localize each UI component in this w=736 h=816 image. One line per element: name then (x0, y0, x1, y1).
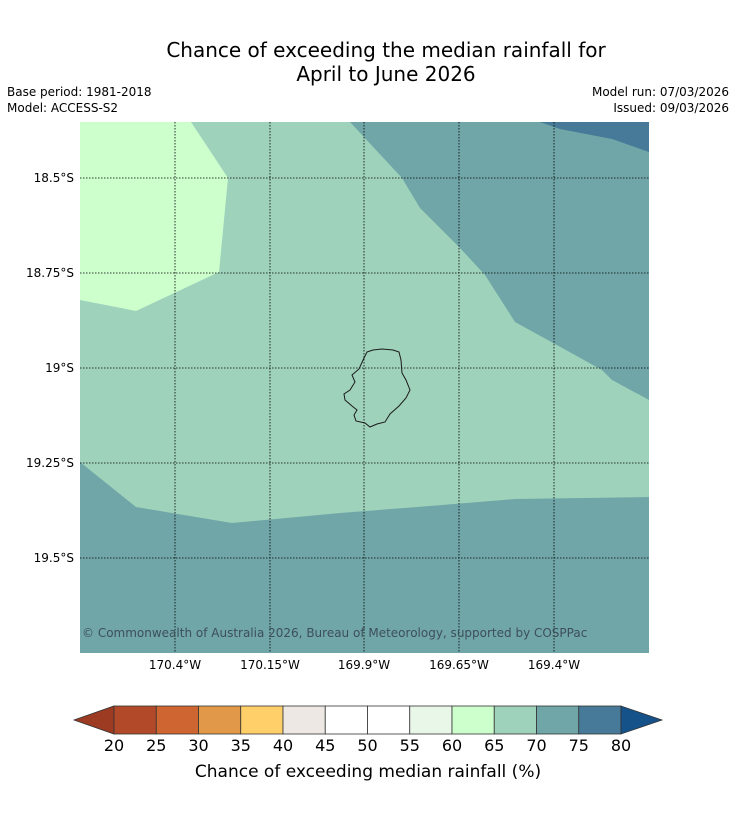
longitude-label: 170.15°W (240, 658, 300, 672)
colorbar-tick-label: 25 (146, 736, 167, 755)
colorbar-tick-label: 75 (568, 736, 589, 755)
latitude-label: 19°S (45, 361, 74, 375)
map-area (80, 122, 649, 653)
chart-title: Chance of exceeding the median rainfall … (0, 38, 736, 86)
colorbar-tick-label: 70 (526, 736, 547, 755)
colorbar-tick-label: 80 (610, 736, 632, 755)
title-line-1: Chance of exceeding the median rainfall … (166, 38, 606, 62)
issued-date: Issued: 09/03/2026 (613, 101, 729, 115)
colorbar-segment (155, 705, 199, 735)
colorbar (72, 705, 664, 735)
latitude-label: 18.75°S (26, 266, 74, 280)
colorbar-segment (282, 705, 326, 735)
colorbar-tick-label: 50 (357, 736, 378, 755)
longitude-label: 169.65°W (429, 658, 489, 672)
niue-island-outline (343, 348, 411, 428)
colorbar-segment (324, 705, 368, 735)
meta-right: Model run: 07/03/2026 Issued: 09/03/2026 (592, 84, 729, 116)
model-name: Model: ACCESS-S2 (7, 101, 119, 115)
longitude-label: 170.4°W (148, 658, 202, 672)
longitude-label: 169.9°W (337, 658, 391, 672)
colorbar-segment (198, 705, 242, 735)
colorbar-tick-label: 35 (230, 736, 251, 755)
title-line-2: April to June 2026 (296, 62, 476, 86)
colorbar-tick-label: 60 (441, 736, 463, 755)
region-60-65 (80, 122, 228, 311)
region-75-80 (540, 122, 649, 152)
colorbar-segment (240, 705, 284, 735)
latitude-label: 19.25°S (26, 456, 74, 470)
colorbar-over-arrow (620, 705, 664, 735)
model-run: Model run: 07/03/2026 (591, 85, 729, 99)
colorbar-label: Chance of exceeding median rainfall (%) (194, 762, 542, 782)
longitude-label: 169.4°W (527, 658, 581, 672)
colorbar-segment (367, 705, 411, 735)
colorbar-segment (578, 705, 622, 735)
colorbar-tick-label: 65 (484, 736, 505, 755)
colorbar-segment (451, 705, 495, 735)
graticule (80, 122, 649, 653)
colorbar-tick-label: 20 (103, 736, 125, 755)
colorbar-under-arrow (72, 705, 115, 735)
copyright-text: © Commonwealth of Australia 2026, Bureau… (82, 626, 587, 640)
colorbar-segment (113, 705, 157, 735)
colorbar-tick-label: 40 (272, 736, 294, 755)
meta-left: Base period: 1981-2018 Model: ACCESS-S2 (7, 84, 152, 116)
latitude-label: 19.5°S (33, 551, 74, 565)
colorbar-segment (409, 705, 453, 735)
colorbar-segment (493, 705, 537, 735)
colorbar-tick-label: 55 (399, 736, 420, 755)
colorbar-segment (536, 705, 580, 735)
base-period: Base period: 1981-2018 (7, 85, 152, 99)
latitude-label: 18.5°S (33, 171, 74, 185)
colorbar-tick-label: 45 (315, 736, 336, 755)
colorbar-tick-label: 30 (188, 736, 209, 755)
